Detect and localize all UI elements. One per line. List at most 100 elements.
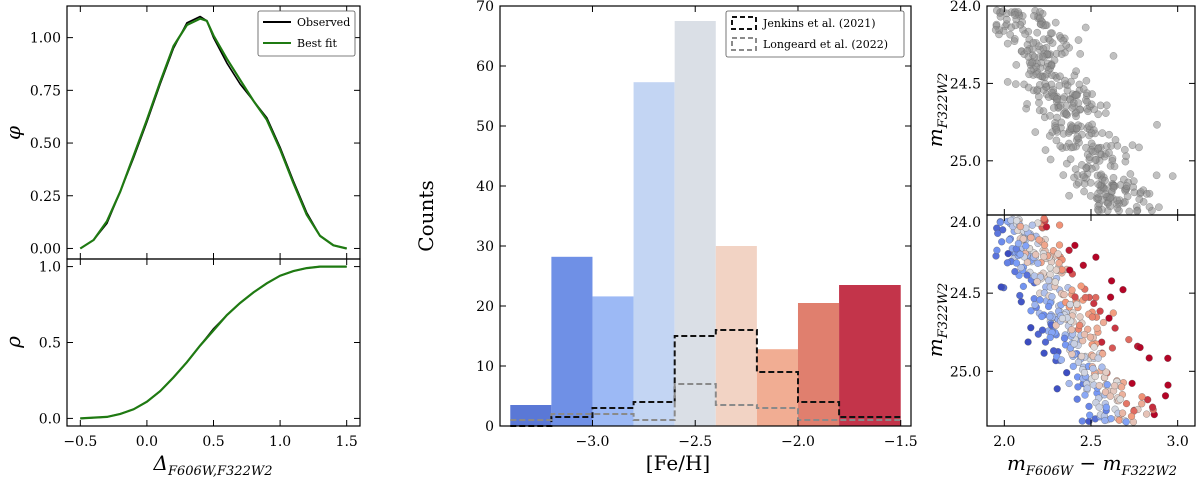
cmd-bottom-point	[1081, 391, 1089, 399]
cmd-bottom-point	[1136, 343, 1144, 352]
cmd-bottom-point	[1014, 239, 1023, 248]
cmd-bottom-point	[1122, 418, 1130, 426]
cmd-top-point	[1094, 110, 1103, 119]
cmd-bottom-point	[1117, 383, 1126, 391]
cmd-top-point	[1080, 187, 1088, 196]
histogram-panel: −3.0 −2.5 −2.0 −1.5 0 10 20 30 40 50 60 70 Counts […	[414, 0, 918, 475]
cmd-bottom-point	[1098, 350, 1107, 358]
cmd-top-point	[1066, 155, 1075, 164]
cmd-bottom-point	[1035, 236, 1043, 244]
cmd-top-point	[1006, 30, 1015, 39]
cmd-top-point	[1128, 141, 1137, 150]
cmd-bottom-point	[1027, 324, 1035, 332]
cmd-top-point	[1073, 132, 1082, 141]
cmd-bottom-point	[1046, 333, 1054, 342]
cmd-bottom-point	[993, 246, 1001, 254]
cmd-bottom-point	[1055, 221, 1064, 229]
rho-fit-line	[80, 265, 347, 420]
cmd-bottom-point	[1091, 372, 1099, 381]
cmd-bottom-point	[1076, 313, 1084, 321]
cmd-bottom-point	[1077, 352, 1086, 361]
cmd-top-point	[1072, 124, 1081, 133]
cmd-top-point	[1021, 30, 1029, 38]
cmd-top-point	[1113, 141, 1122, 150]
cmd-top-point	[1109, 183, 1118, 192]
cmd-bottom-point	[1051, 278, 1059, 286]
histogram-legend-box	[725, 10, 905, 58]
cmd-bottom-point	[1068, 326, 1076, 334]
cmd-bottom-point	[1071, 293, 1079, 301]
cmd-top-point	[1052, 136, 1061, 145]
histogram-bar	[510, 405, 552, 426]
phi-panel: 0.00 0.25 0.50 0.75 1.00 φ Observed Best fit	[1, 5, 361, 260]
cmd-bottom-point	[1081, 293, 1090, 302]
cmd-bottom-point	[1016, 222, 1025, 231]
cmd-bottom-point	[1036, 296, 1044, 304]
cmd-bottom-point	[1019, 282, 1028, 291]
cmd-bottom-point	[1034, 259, 1042, 267]
phi-legend: Observed Best fit	[257, 10, 356, 57]
y-tick-label: 0.0	[39, 411, 61, 427]
phi-lines	[79, 15, 347, 250]
cmd-bottom-point	[1088, 313, 1096, 321]
cmd-bottom-point	[1107, 415, 1115, 423]
cmd-top-point	[1108, 154, 1117, 163]
cmd-bottom-point	[1073, 395, 1081, 403]
cmd-bottom-point	[1094, 354, 1102, 362]
phi-ylabel: φ	[1, 126, 25, 140]
x-tick-label: 2.0	[993, 434, 1015, 450]
phi-ticks: 0.00 0.25 0.50 0.75 1.00	[30, 6, 360, 259]
cmd-top-point	[1072, 91, 1080, 99]
cmd-top-point	[1046, 29, 1055, 38]
cmd-bottom-point	[1044, 276, 1053, 285]
cmd-bottom-point	[1095, 381, 1103, 390]
y-tick-label: 0	[485, 419, 494, 435]
cmd-top-point	[1135, 143, 1143, 152]
cmd-bottom-point	[1075, 321, 1084, 329]
cmd-top-point	[1055, 81, 1064, 90]
cmd-top-point	[1057, 118, 1066, 127]
cmd-bottom-point	[1016, 291, 1024, 300]
cmd-bottom-point	[1080, 368, 1089, 377]
cmd-bottom-point	[1101, 388, 1110, 396]
cmd-bottom-point	[1077, 282, 1085, 290]
cmd-top-point	[1028, 58, 1036, 67]
legend-jenkins-swatch	[731, 16, 757, 30]
cmd-bottom-point	[1119, 286, 1127, 294]
cmd-top-point	[1120, 145, 1129, 154]
cmd-top-point	[1041, 79, 1050, 88]
cmd-top-point	[1051, 18, 1060, 27]
y-tick-label: 1.00	[30, 31, 61, 47]
cmd-top-point	[1113, 204, 1122, 213]
cmd-bottom-point	[1089, 364, 1097, 373]
y-tick-label: 0.25	[30, 189, 61, 205]
histogram-bar	[839, 285, 901, 426]
y-tick-label: 24.0	[950, 215, 981, 231]
cmd-bottom-point	[1040, 253, 1048, 261]
cmd-bottom-point	[1099, 318, 1108, 327]
cmd-bottom-point	[1086, 411, 1094, 419]
histogram-ticks: −3.0 −2.5 −2.0 −1.5 0 10 20 30 40 50 60 70	[476, 0, 918, 450]
cmd-bottom-point	[1027, 307, 1035, 315]
cmd-top-point	[1056, 72, 1064, 81]
cmd-top-point	[1122, 182, 1131, 190]
cmd-top-point	[1057, 50, 1066, 58]
histogram-bars	[510, 21, 901, 426]
cmd-bottom-point	[1085, 402, 1093, 411]
cmd-bottom-point	[1073, 300, 1081, 308]
cmd-top-point	[1003, 78, 1012, 86]
y-tick-label: 50	[476, 119, 494, 135]
cmd-bottom-point	[1060, 290, 1068, 299]
cmd-bottom-point	[1003, 259, 1012, 267]
cmd-top-point	[1041, 21, 1050, 30]
cmd-bottom-point	[1060, 334, 1069, 342]
x-tick-label: 1.0	[269, 434, 291, 450]
y-tick-label: 20	[476, 299, 494, 315]
cmd-top-point	[1061, 76, 1069, 85]
cmd-top-point	[1025, 70, 1033, 79]
cmd-bottom-point	[1012, 259, 1021, 267]
cmd-top-point	[1035, 98, 1043, 107]
cmd-bottom-point	[1040, 241, 1049, 249]
x-tick-label: 2.5	[1080, 434, 1102, 450]
cmd-top-point	[1053, 113, 1061, 122]
